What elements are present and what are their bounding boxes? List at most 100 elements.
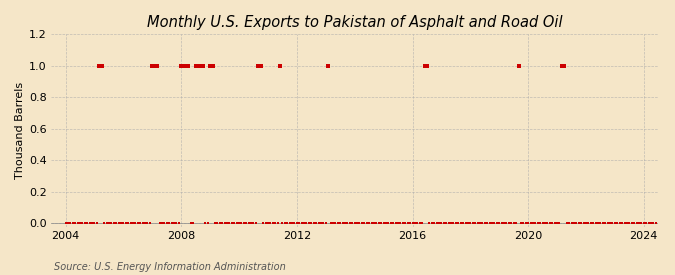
Point xyxy=(465,221,476,226)
Point xyxy=(89,221,100,226)
Point xyxy=(229,221,240,226)
Point xyxy=(568,221,579,226)
Point xyxy=(564,221,574,226)
Point xyxy=(439,221,450,226)
Point xyxy=(294,221,304,226)
Point xyxy=(128,221,138,226)
Point xyxy=(215,221,225,226)
Point xyxy=(77,221,88,226)
Point xyxy=(643,221,654,226)
Point xyxy=(361,221,372,226)
Point xyxy=(610,221,620,226)
Point xyxy=(470,221,481,226)
Point xyxy=(113,221,124,226)
Point xyxy=(446,221,456,226)
Point xyxy=(318,221,329,226)
Point xyxy=(258,221,269,226)
Point xyxy=(173,221,184,226)
Point xyxy=(154,221,165,226)
Point xyxy=(484,221,495,226)
Point xyxy=(296,221,307,226)
Point xyxy=(226,221,237,226)
Point xyxy=(482,221,493,226)
Point xyxy=(576,221,587,226)
Point xyxy=(414,221,425,226)
Point xyxy=(443,221,454,226)
Point xyxy=(192,63,203,68)
Point xyxy=(508,221,519,226)
Point xyxy=(578,221,589,226)
Point xyxy=(301,221,312,226)
Point xyxy=(101,221,112,226)
Point xyxy=(111,221,122,226)
Point xyxy=(352,221,362,226)
Point xyxy=(115,221,126,226)
Point xyxy=(539,221,550,226)
Point xyxy=(205,63,215,68)
Point xyxy=(248,221,259,226)
Point xyxy=(82,221,92,226)
Point xyxy=(327,221,338,226)
Point xyxy=(232,221,242,226)
Point xyxy=(549,221,560,226)
Point xyxy=(159,221,169,226)
Point xyxy=(359,221,370,226)
Point xyxy=(188,221,198,226)
Point xyxy=(617,221,628,226)
Point xyxy=(453,221,464,226)
Point xyxy=(298,221,309,226)
Point xyxy=(289,221,300,226)
Point xyxy=(489,221,500,226)
Point xyxy=(306,221,317,226)
Point xyxy=(419,63,430,68)
Point xyxy=(535,221,545,226)
Point xyxy=(600,221,611,226)
Point xyxy=(72,221,83,226)
Point xyxy=(103,221,114,226)
Point xyxy=(400,221,410,226)
Point xyxy=(60,221,71,226)
Point xyxy=(132,221,143,226)
Point xyxy=(412,221,423,226)
Point xyxy=(161,221,172,226)
Point xyxy=(388,221,399,226)
Point xyxy=(506,221,516,226)
Point xyxy=(313,221,324,226)
Point xyxy=(597,221,608,226)
Point xyxy=(501,221,512,226)
Point xyxy=(140,221,151,226)
Point xyxy=(433,221,444,226)
Point xyxy=(123,221,134,226)
Point xyxy=(315,221,326,226)
Y-axis label: Thousand Barrels: Thousand Barrels xyxy=(15,82,25,179)
Point xyxy=(200,221,211,226)
Point xyxy=(436,221,447,226)
Point xyxy=(65,221,76,226)
Point xyxy=(385,221,396,226)
Point xyxy=(356,221,367,226)
Point xyxy=(281,221,292,226)
Point xyxy=(547,221,558,226)
Point xyxy=(108,221,119,226)
Point xyxy=(169,221,180,226)
Point xyxy=(178,63,189,68)
Point xyxy=(284,221,295,226)
Point xyxy=(631,221,642,226)
Point xyxy=(241,221,252,226)
Point xyxy=(342,221,353,226)
Point xyxy=(149,63,160,68)
Point xyxy=(522,221,533,226)
Point xyxy=(260,221,271,226)
Point xyxy=(639,221,649,226)
Point xyxy=(292,221,302,226)
Point xyxy=(164,221,175,226)
Point xyxy=(68,221,78,226)
Point xyxy=(267,221,278,226)
Point xyxy=(118,221,129,226)
Point xyxy=(622,221,632,226)
Point xyxy=(651,221,661,226)
Point xyxy=(593,221,603,226)
Point xyxy=(634,221,645,226)
Point xyxy=(349,221,360,226)
Point xyxy=(542,221,553,226)
